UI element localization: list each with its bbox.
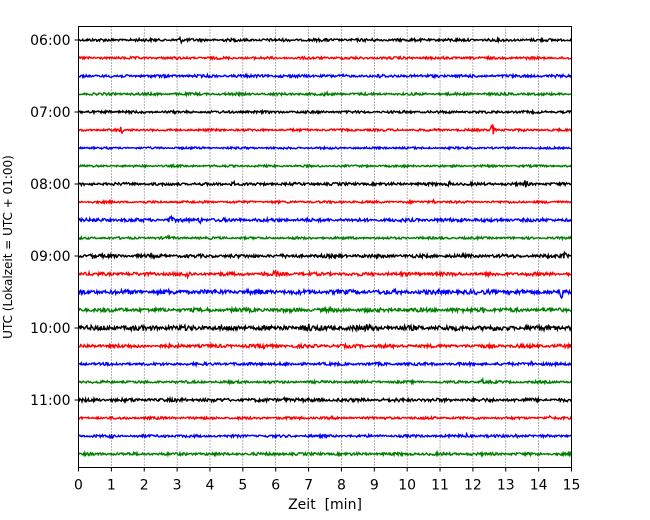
y-tick-label: 09:00	[30, 249, 70, 265]
x-tick-label: 12	[464, 478, 482, 494]
trace-0730	[78, 144, 572, 151]
x-tick-label: 9	[370, 478, 379, 494]
trace-1030	[78, 360, 573, 369]
y-tick-label: 08:00	[30, 177, 70, 193]
plot-frame	[78, 26, 572, 468]
x-tick-label: 0	[74, 478, 83, 494]
trace-0800	[77, 179, 572, 188]
trace-0715	[77, 124, 573, 135]
y-tick-label: 11:00	[30, 393, 70, 409]
trace-1145	[78, 450, 573, 458]
trace-0815	[77, 198, 572, 206]
x-tick-label: 11	[431, 478, 449, 494]
x-tick-label: 7	[304, 478, 313, 494]
x-tick-label: 14	[530, 478, 548, 494]
y-tick-label: 10:00	[30, 321, 70, 337]
trace-0845	[77, 234, 573, 242]
x-axis-label: Zeit [min]	[288, 497, 362, 513]
x-tick-label: 1	[107, 478, 116, 494]
trace-1000	[77, 322, 573, 333]
x-tick-label: 8	[337, 478, 346, 494]
x-tick-label: 15	[563, 478, 581, 494]
trace-0645	[78, 90, 572, 98]
x-axis-ticks: 0 1 2 3 4 5 6 7 8 9 10 11 12 13 14 15	[74, 467, 581, 494]
trace-1115	[78, 414, 573, 422]
trace-0600	[78, 35, 572, 45]
x-tick-label: 6	[271, 478, 280, 494]
x-tick-label: 10	[398, 478, 416, 494]
trace-0830	[78, 214, 573, 225]
trace-0630	[78, 72, 573, 80]
seismic-traces	[77, 35, 573, 458]
trace-0615	[78, 54, 573, 62]
trace-0700	[77, 108, 573, 116]
y-axis-ticks: 06:00 07:00 08:00 09:00 10:00 11:00	[30, 33, 79, 409]
trace-0930	[78, 287, 573, 300]
trace-0945	[78, 305, 572, 315]
trace-0915	[78, 269, 572, 280]
trace-1015	[78, 341, 572, 351]
y-axis-label: UTC (Lokalzeit = UTC + 01:00)	[1, 155, 15, 339]
y-tick-label: 06:00	[30, 33, 70, 49]
trace-1130	[78, 431, 573, 440]
trace-1045	[78, 376, 572, 386]
x-tick-label: 3	[173, 478, 182, 494]
trace-0745	[78, 162, 572, 169]
y-tick-label: 07:00	[30, 105, 70, 121]
trace-0900	[77, 250, 572, 261]
x-tick-label: 5	[238, 478, 247, 494]
x-tick-label: 4	[206, 478, 215, 494]
x-tick-label: 2	[140, 478, 149, 494]
x-tick-label: 13	[497, 478, 515, 494]
trace-1100	[78, 395, 573, 405]
